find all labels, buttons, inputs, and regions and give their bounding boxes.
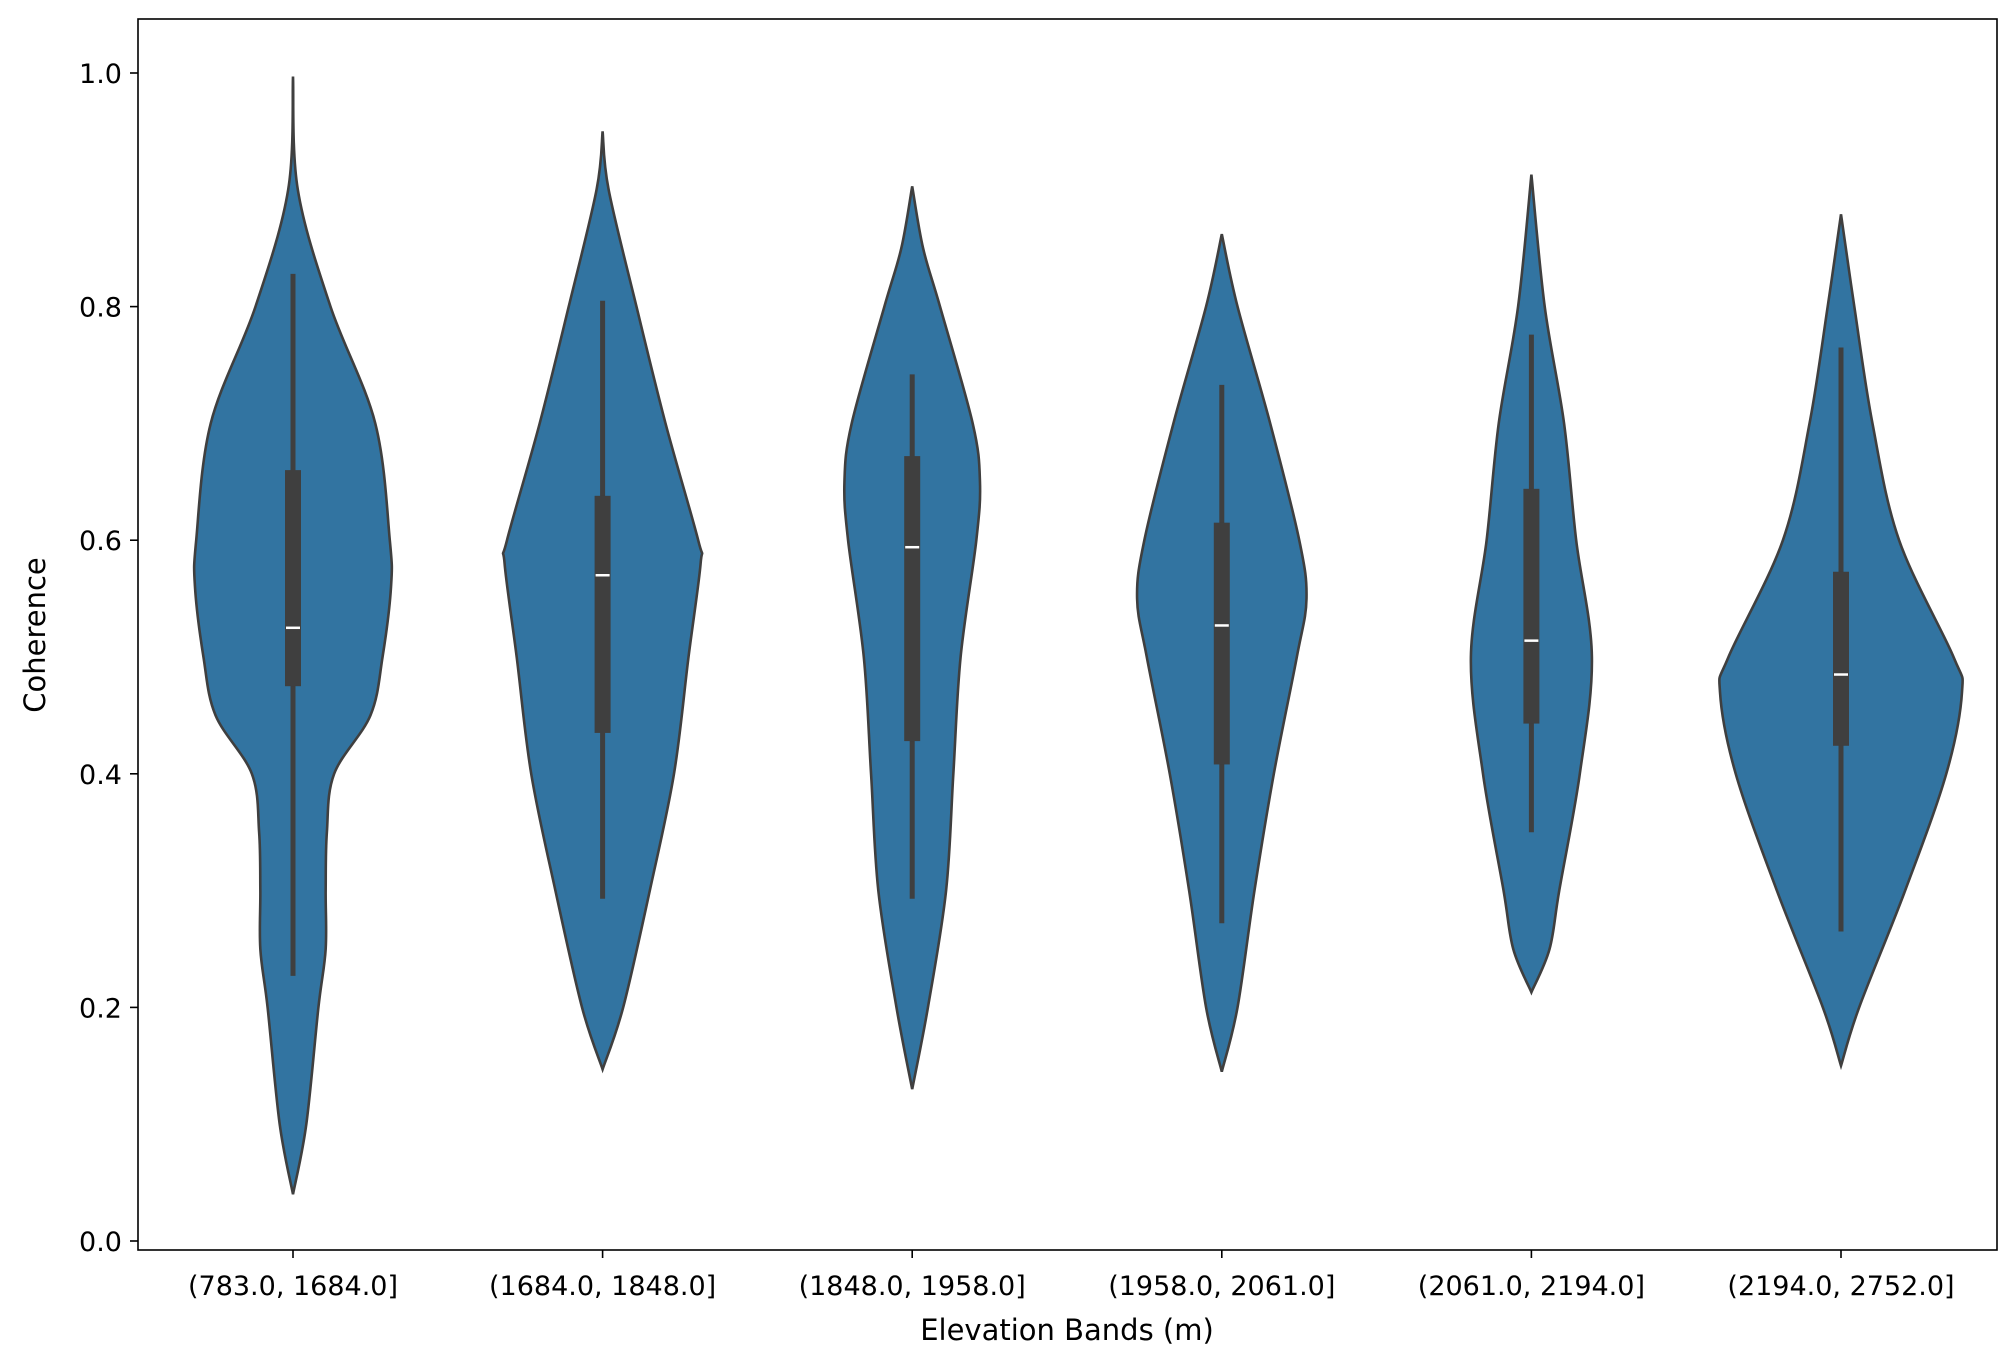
violin-iqr-box (594, 495, 611, 733)
y-tick-label: 1.0 (79, 59, 122, 90)
x-axis-label: Elevation Bands (m) (920, 1313, 1214, 1347)
y-axis-label: Coherence (18, 557, 52, 713)
x-tick-label: (2061.0, 2194.0] (1418, 1271, 1645, 1302)
violin-iqr-box (285, 470, 301, 687)
violins-layer (192, 76, 1964, 1195)
x-tick-label: (1958.0, 2061.0] (1108, 1271, 1335, 1302)
axes-frame (137, 18, 1998, 1251)
y-tick-label: 0.4 (79, 760, 122, 791)
y-tick-label: 0.2 (79, 993, 122, 1024)
y-tick-label: 0.6 (79, 526, 122, 557)
y-tick-label: 0.8 (79, 293, 122, 324)
violin-iqr-box (1833, 571, 1849, 746)
y-axis: 0.0 0.2 0.4 0.6 0.8 1.0 (79, 59, 138, 1258)
violin-iqr-box (1523, 488, 1540, 724)
x-tick-label: (1684.0, 1848.0] (489, 1271, 716, 1302)
violin-iqr-box (904, 456, 921, 742)
x-axis: (783.0, 1684.0] (1684.0, 1848.0] (1848.0, … (188, 1250, 1955, 1302)
x-tick-label: (2194.0, 2752.0] (1727, 1271, 1954, 1302)
violin-iqr-box (1213, 522, 1230, 765)
y-tick-label: 0.0 (79, 1227, 122, 1258)
x-tick-label: (1848.0, 1958.0] (799, 1271, 1026, 1302)
x-tick-label: (783.0, 1684.0] (188, 1271, 398, 1302)
